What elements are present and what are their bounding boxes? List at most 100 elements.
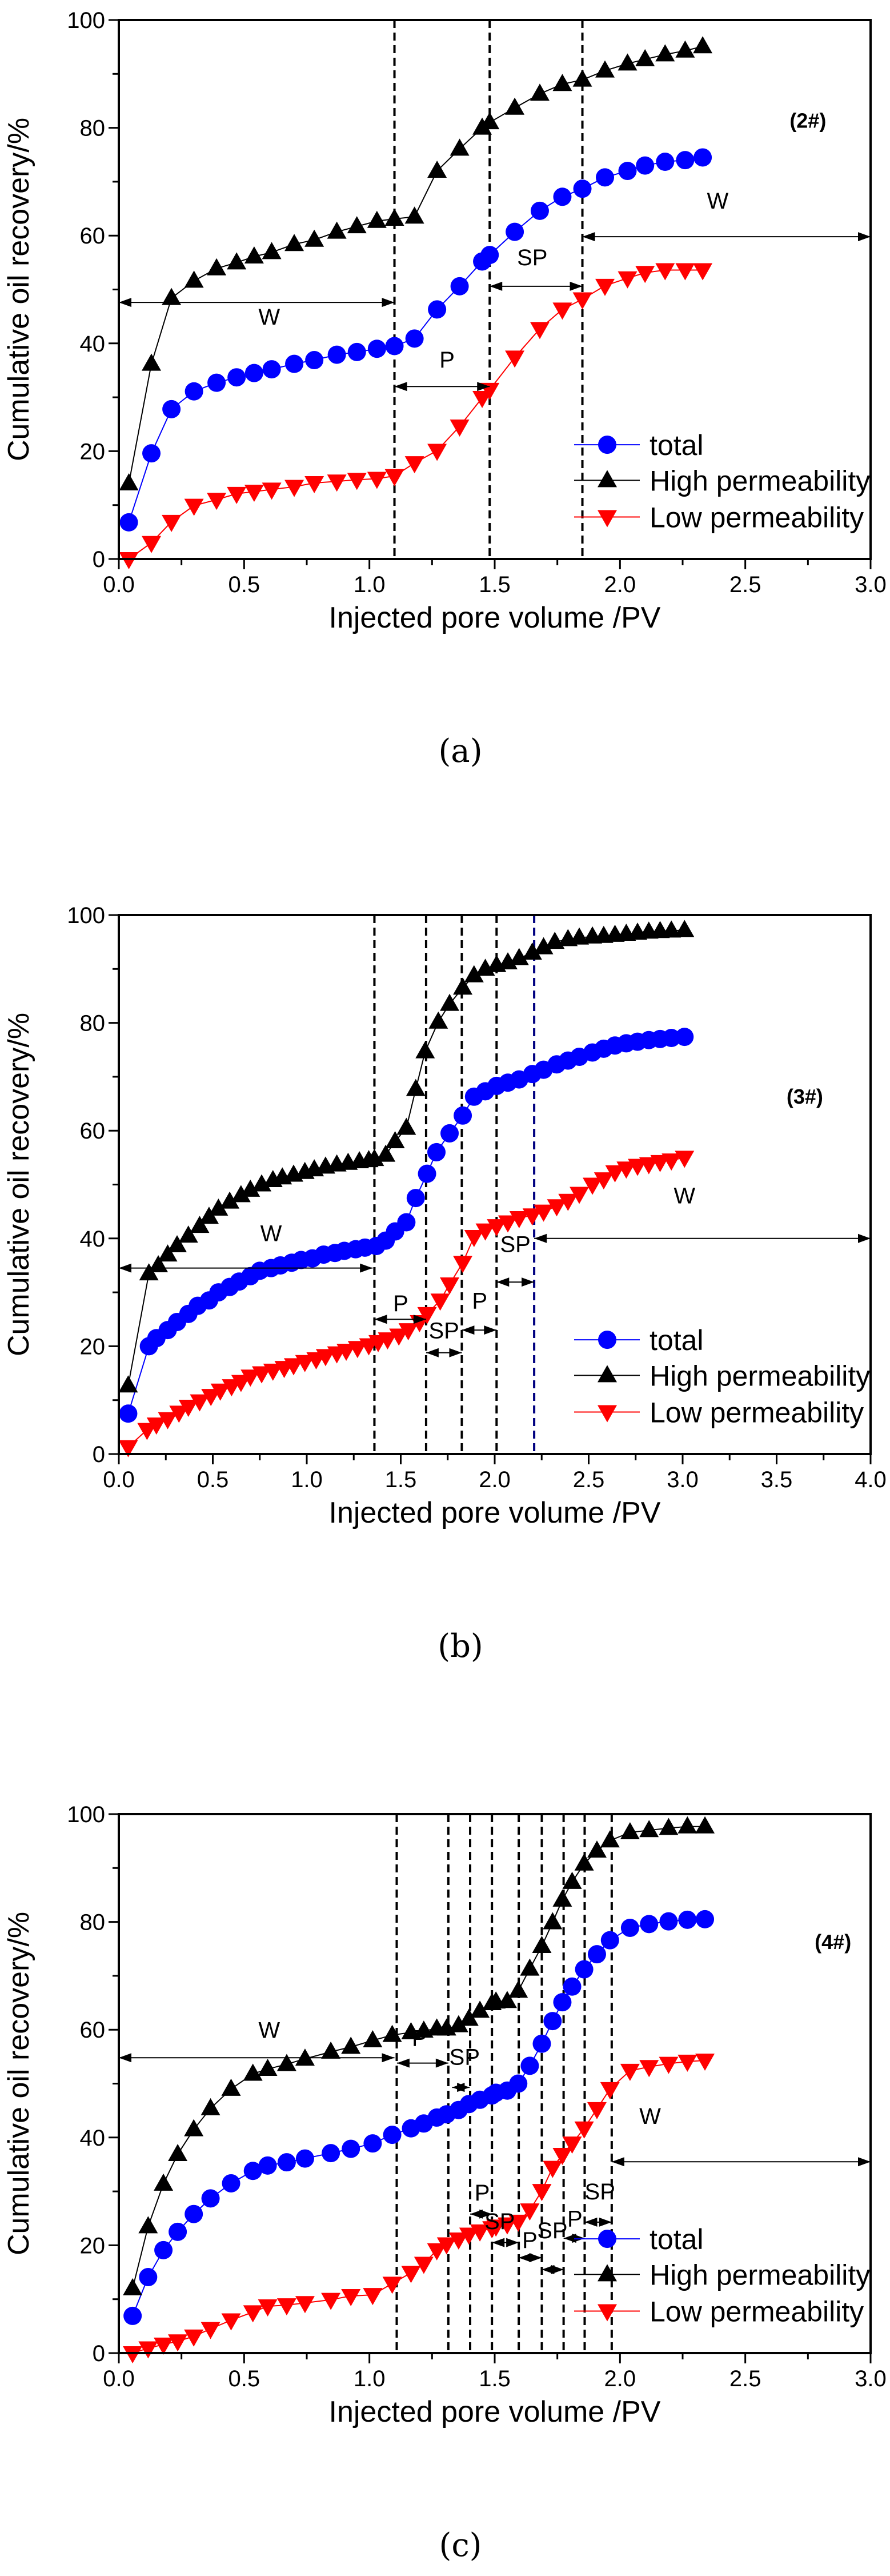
arrowhead-right — [360, 1263, 373, 1273]
data-point-low-permeability — [276, 2298, 296, 2316]
stage-label: P — [439, 348, 455, 373]
data-point-high-permeability — [184, 270, 204, 288]
data-point-low-permeability — [327, 474, 347, 492]
legend-marker — [598, 1405, 617, 1423]
data-point-total — [397, 1213, 416, 1232]
arrowhead-left — [490, 281, 503, 291]
data-point-total — [450, 277, 469, 295]
data-point-low-permeability — [231, 1375, 251, 1392]
data-point-high-permeability — [520, 1958, 540, 1976]
data-point-high-permeability — [459, 2008, 479, 2026]
data-point-total — [406, 1189, 425, 1208]
data-point-high-permeability — [295, 2048, 315, 2066]
y-tick-label: 80 — [80, 116, 106, 141]
data-point-high-permeability — [243, 2063, 263, 2081]
x-tick-label: 4.0 — [855, 1467, 887, 1492]
legend-marker — [598, 470, 617, 488]
data-point-total — [575, 1960, 594, 1979]
stage-label: W — [258, 2018, 280, 2043]
stage-label: W — [260, 1221, 282, 1247]
data-point-total — [596, 168, 615, 187]
x-tick-label: 3.0 — [855, 2366, 887, 2391]
arrowhead-right — [413, 1315, 426, 1324]
data-point-low-permeability — [505, 350, 525, 368]
data-point-total — [618, 162, 637, 181]
data-point-low-permeability — [138, 2341, 158, 2359]
plot-frame — [118, 19, 872, 560]
data-point-low-permeability — [417, 1307, 437, 1324]
y-tick-label: 20 — [80, 439, 106, 464]
data-point-high-permeability — [201, 2098, 221, 2115]
data-point-low-permeability — [252, 1366, 272, 1384]
data-point-total — [532, 2034, 551, 2053]
data-point-total — [185, 382, 203, 401]
legend-marker — [598, 510, 617, 528]
data-point-high-permeability — [382, 2024, 402, 2042]
data-point-low-permeability — [201, 2322, 221, 2339]
legend-label: total — [650, 429, 704, 461]
data-point-total — [347, 342, 366, 361]
data-point-high-permeability — [470, 2000, 490, 2018]
data-point-low-permeability — [552, 302, 572, 320]
stage-label: SP — [450, 2044, 480, 2070]
x-tick-label: 3.0 — [667, 1467, 699, 1492]
data-point-low-permeability — [440, 1277, 460, 1295]
data-point-total — [327, 345, 346, 364]
data-point-high-permeability — [428, 1011, 448, 1029]
data-point-low-permeability — [378, 1332, 398, 1350]
data-point-low-permeability — [258, 2299, 278, 2317]
data-point-low-permeability — [190, 1394, 210, 1412]
data-point-high-permeability — [618, 53, 638, 71]
data-point-low-permeability — [659, 2056, 679, 2074]
stage-label: SP — [484, 2209, 515, 2234]
data-point-low-permeability — [436, 2237, 456, 2255]
data-point-high-permeability — [118, 1375, 138, 1393]
data-point-high-permeability — [480, 112, 500, 130]
data-point-low-permeability — [574, 2121, 594, 2139]
data-point-high-permeability — [543, 1912, 563, 1930]
data-point-low-permeability — [562, 2136, 582, 2154]
data-point-low-permeability — [558, 1193, 578, 1211]
data-point-low-permeability — [243, 2305, 263, 2323]
stage-label: P — [412, 2026, 427, 2051]
y-tick-label: 40 — [80, 1227, 106, 1252]
arrowhead-left — [611, 2157, 624, 2167]
arrowhead-left — [119, 298, 131, 307]
legend-marker — [598, 2264, 617, 2282]
data-point-low-permeability — [635, 266, 655, 283]
sample-label: (4#) — [815, 1930, 851, 1954]
arrowhead-left — [519, 2253, 532, 2263]
data-point-high-permeability — [220, 1191, 240, 1209]
data-point-low-permeability — [616, 1161, 636, 1179]
x-tick-label: 0.5 — [197, 1467, 229, 1492]
data-point-low-permeability — [675, 1151, 695, 1168]
legend-label: Low permeability — [650, 1396, 864, 1428]
data-point-high-permeability — [572, 69, 592, 87]
legend-marker — [598, 2230, 616, 2248]
data-point-low-permeability — [552, 2147, 572, 2165]
data-point-total — [553, 1993, 572, 2012]
data-point-total — [277, 2153, 296, 2172]
data-point-total — [675, 1028, 694, 1047]
data-point-high-permeability — [534, 937, 554, 954]
data-point-high-permeability — [178, 1225, 198, 1243]
x-tick-label: 2.0 — [604, 572, 636, 597]
panel-label: (a) — [438, 733, 482, 770]
data-point-low-permeability — [295, 1355, 315, 1372]
data-point-high-permeability — [341, 2036, 361, 2054]
data-point-low-permeability — [543, 2160, 563, 2178]
data-point-low-permeability — [118, 1440, 138, 1457]
data-point-total — [659, 1912, 678, 1931]
panel-c-chart: 0.0 0.5 1.0 1.5 2.0 2.5 3.0 0 20 40 60 80 100 Injecte… — [2, 1802, 887, 2564]
data-point-total — [363, 2134, 382, 2153]
data-point-low-permeability — [470, 2224, 490, 2242]
data-point-high-permeability — [505, 97, 525, 115]
arrowhead-right — [858, 2157, 871, 2167]
data-point-high-permeability — [562, 1871, 582, 1889]
x-tick-label: 0.5 — [228, 2366, 260, 2391]
data-point-low-permeability — [430, 1293, 450, 1311]
data-point-total — [123, 2306, 142, 2325]
data-point-total — [573, 179, 592, 198]
data-point-low-permeability — [453, 1256, 473, 1273]
